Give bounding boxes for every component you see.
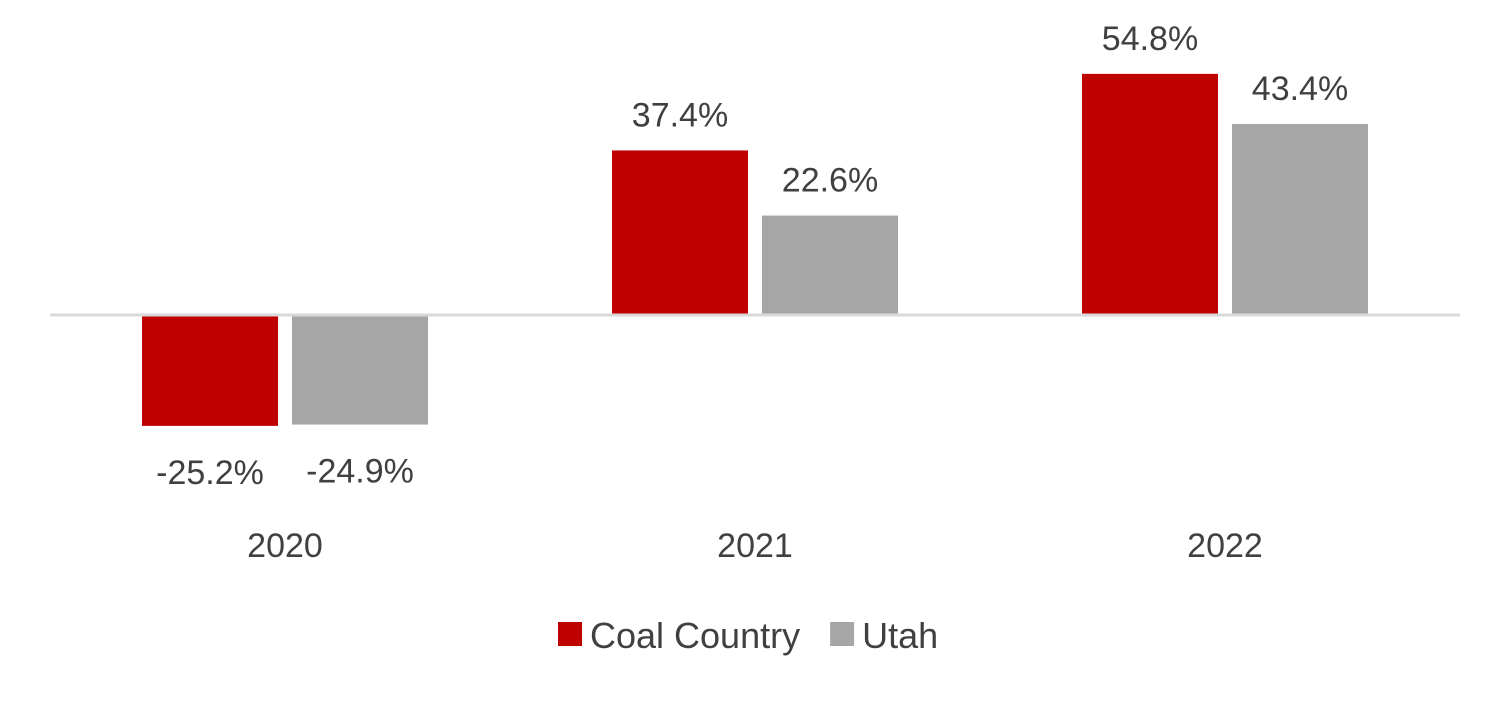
legend-swatch-coal-country [558,622,582,646]
bar-coal-country-2021 [612,150,748,315]
data-label-utah-2021: 22.6% [782,162,878,200]
bars-group [142,73,1368,426]
legend-swatch-utah [830,622,855,646]
bar-utah-2022 [1232,124,1368,315]
x-tick-label-2022: 2022 [1187,527,1263,565]
data-labels-group: -25.2% -24.9% 37.4% 22.6% 54.8% 43.4% [156,20,1348,492]
data-label-utah-2020: -24.9% [306,453,414,491]
legend-label-coal-country: Coal Country [590,615,800,656]
data-label-utah-2022: 43.4% [1252,70,1348,108]
legend: Coal Country Utah [558,615,938,656]
bar-coal-country-2020 [142,315,278,426]
x-tick-labels-group: 2020 2021 2022 [247,527,1263,565]
bar-coal-country-2022 [1082,73,1218,315]
data-label-coal-country-2022: 54.8% [1102,20,1198,58]
legend-label-utah: Utah [862,615,938,656]
bar-utah-2020 [292,315,428,425]
x-tick-label-2020: 2020 [247,527,323,565]
bar-utah-2021 [762,215,898,315]
x-tick-label-2021: 2021 [717,527,793,565]
data-label-coal-country-2021: 37.4% [632,96,728,134]
data-label-coal-country-2020: -25.2% [156,454,264,492]
